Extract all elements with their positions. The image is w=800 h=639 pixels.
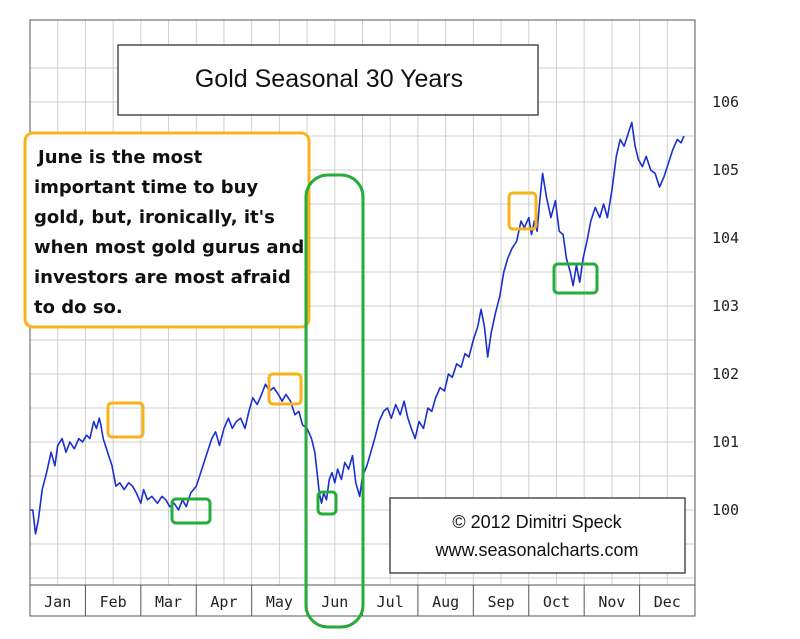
june-highlight-oval xyxy=(304,173,365,629)
y-tick-label: 105 xyxy=(712,161,739,179)
note-line-1: June is the most xyxy=(36,147,203,168)
mar-apr-low-box xyxy=(170,497,212,525)
note-frame xyxy=(23,131,311,329)
feb-peak-box xyxy=(106,401,145,439)
website-text: www.seasonalcharts.com xyxy=(434,540,638,560)
month-label: May xyxy=(266,593,293,611)
june-note-box: June is the most important time to buy g… xyxy=(23,131,311,329)
month-label: Dec xyxy=(654,593,681,611)
month-label: Feb xyxy=(100,593,127,611)
note-line-4: when most gold gurus and xyxy=(34,237,304,258)
note-line-2: important time to buy xyxy=(34,177,258,198)
y-tick-label: 100 xyxy=(712,501,739,519)
copyright-frame xyxy=(389,497,686,574)
month-label: Jul xyxy=(377,593,404,611)
y-axis: 100 101 102 103 104 105 106 xyxy=(712,93,739,519)
copyright-box: © 2012 Dimitri Speck www.seasonalcharts.… xyxy=(389,497,686,574)
month-label: Mar xyxy=(155,593,182,611)
month-axis: Jan Feb Mar Apr May Jun Jul Aug Sep Oct Nov Dec xyxy=(44,585,681,616)
month-label: Jun xyxy=(321,593,348,611)
june-low-box xyxy=(316,490,338,516)
chart-title-box: Gold Seasonal 30 Years xyxy=(117,44,539,116)
month-label: Nov xyxy=(598,593,625,611)
may-peak-box xyxy=(267,372,303,406)
month-label: Sep xyxy=(487,593,514,611)
highlight-boxes xyxy=(106,191,599,525)
copyright-text: © 2012 Dimitri Speck xyxy=(452,512,622,532)
note-line-6: to do so. xyxy=(34,297,123,318)
y-tick-label: 106 xyxy=(712,93,739,111)
title-frame xyxy=(117,44,539,116)
y-tick-label: 103 xyxy=(712,297,739,315)
note-line-3: gold, but, ironically, it's xyxy=(34,207,275,228)
y-tick-label: 104 xyxy=(712,229,739,247)
note-line-5: investors are most afraid xyxy=(34,267,291,288)
chart-title: Gold Seasonal 30 Years xyxy=(195,65,463,93)
month-label: Oct xyxy=(543,593,570,611)
month-label: Apr xyxy=(210,593,237,611)
gold-seasonal-line xyxy=(30,121,685,535)
sep-peak-box xyxy=(507,191,538,231)
oct-low-box xyxy=(552,262,599,295)
y-tick-label: 101 xyxy=(712,433,739,451)
y-tick-label: 102 xyxy=(712,365,739,383)
month-label: Aug xyxy=(432,593,459,611)
month-label: Jan xyxy=(44,593,71,611)
